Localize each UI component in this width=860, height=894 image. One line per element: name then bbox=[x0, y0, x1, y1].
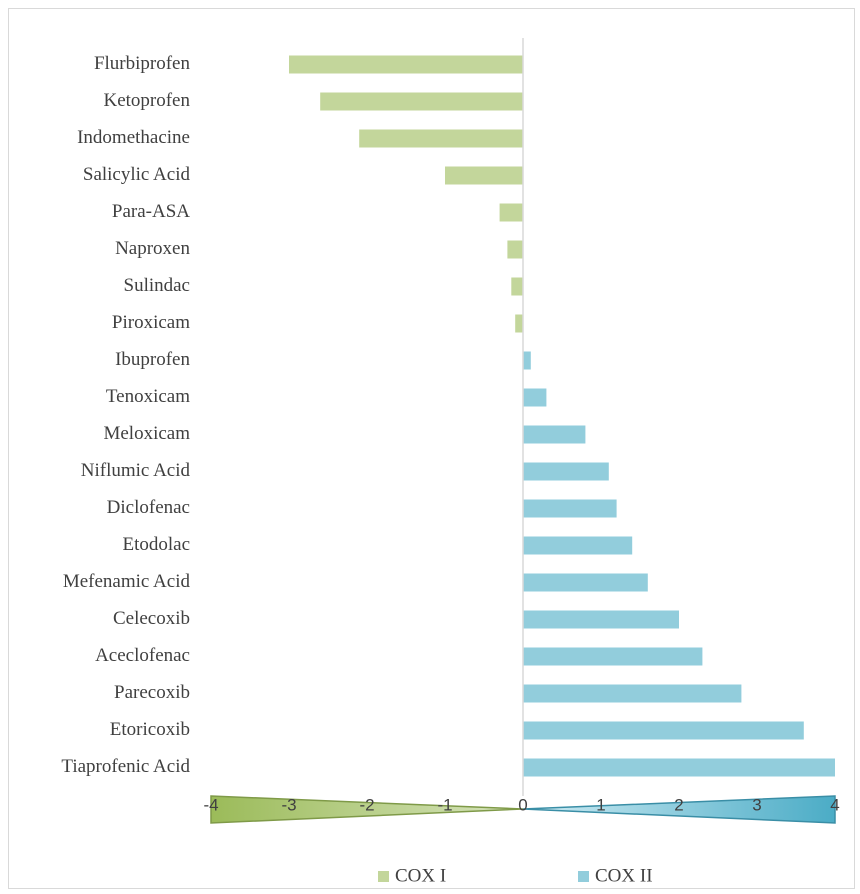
x-tick-label: -1 bbox=[437, 795, 452, 814]
category-label: Tenoxicam bbox=[106, 386, 190, 407]
chart-frame bbox=[8, 8, 855, 889]
bar bbox=[523, 684, 742, 703]
category-label: Etoricoxib bbox=[110, 719, 190, 740]
category-label: Celecoxib bbox=[113, 608, 190, 629]
bar bbox=[359, 129, 523, 148]
x-tick-label: 3 bbox=[752, 795, 761, 814]
cox1-wedge bbox=[210, 795, 524, 824]
category-label: Diclofenac bbox=[107, 497, 190, 518]
bar bbox=[523, 536, 633, 555]
bar bbox=[320, 92, 523, 111]
category-label: Ketoprofen bbox=[103, 90, 190, 111]
legend-label: COX II bbox=[595, 865, 653, 886]
x-tick-label: 4 bbox=[830, 795, 839, 814]
x-tick-label: 0 bbox=[518, 795, 527, 814]
bar bbox=[523, 647, 703, 666]
cox2-wedge bbox=[522, 795, 836, 824]
category-label: Piroxicam bbox=[112, 312, 190, 333]
bar bbox=[507, 240, 523, 259]
bar bbox=[511, 277, 523, 296]
bar bbox=[445, 166, 523, 185]
category-label: Parecoxib bbox=[114, 682, 190, 703]
x-tick-label: -4 bbox=[203, 795, 218, 814]
category-label: Ibuprofen bbox=[115, 349, 190, 370]
category-label: Aceclofenac bbox=[95, 645, 190, 666]
legend-label: COX I bbox=[395, 865, 446, 886]
category-label: Sulindac bbox=[124, 275, 191, 296]
legend-swatch bbox=[578, 871, 589, 882]
category-label: Salicylic Acid bbox=[83, 164, 191, 185]
x-tick-label: -3 bbox=[281, 795, 296, 814]
category-label: Para-ASA bbox=[112, 201, 190, 222]
bar bbox=[289, 55, 523, 74]
category-label: Mefenamic Acid bbox=[63, 571, 191, 592]
bar bbox=[523, 758, 835, 777]
bar bbox=[499, 203, 523, 222]
category-label: Naproxen bbox=[115, 238, 190, 259]
category-label: Etodolac bbox=[122, 534, 190, 555]
bar bbox=[523, 721, 804, 740]
x-tick-label: 2 bbox=[674, 795, 683, 814]
category-label: Indomethacine bbox=[77, 127, 190, 148]
category-label: Flurbiprofen bbox=[94, 53, 191, 74]
bar bbox=[523, 499, 617, 518]
bar bbox=[523, 573, 648, 592]
bar bbox=[523, 610, 679, 629]
bar bbox=[523, 388, 547, 407]
category-label: Niflumic Acid bbox=[81, 460, 191, 481]
bar bbox=[523, 462, 609, 481]
category-label: Meloxicam bbox=[103, 423, 190, 444]
legend-swatch bbox=[378, 871, 389, 882]
x-tick-label: -2 bbox=[359, 795, 374, 814]
bar bbox=[523, 425, 586, 444]
bar bbox=[523, 351, 531, 370]
bar bbox=[515, 314, 523, 333]
x-tick-label: 1 bbox=[596, 795, 605, 814]
category-label: Tiaprofenic Acid bbox=[61, 756, 190, 777]
